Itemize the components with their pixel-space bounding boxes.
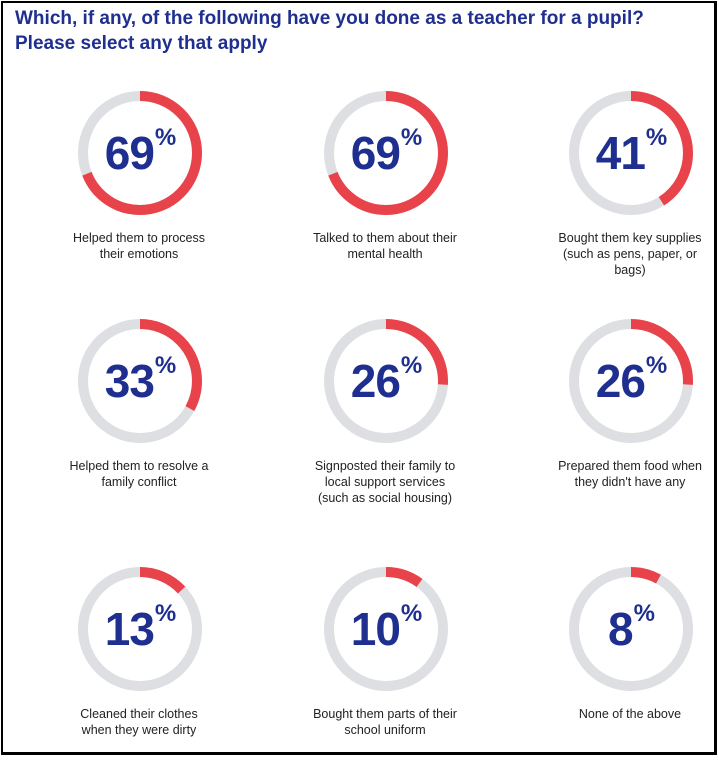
donut-chart bbox=[569, 91, 693, 215]
percent-number: 41 bbox=[595, 127, 646, 179]
donut-value-arc bbox=[569, 319, 693, 443]
percent-number: 8 bbox=[608, 603, 634, 655]
donut-label-text: Signposted their family to local support… bbox=[314, 459, 456, 505]
percent-number: 69 bbox=[104, 127, 155, 179]
donut-label-text: Helped them to process their emotions bbox=[72, 231, 205, 261]
donut-label-text: Helped them to resolve a family conflict bbox=[69, 459, 209, 489]
percent-number: 10 bbox=[350, 603, 401, 655]
percent-number: 13 bbox=[104, 603, 155, 655]
donut-label-text: None of the above bbox=[578, 707, 682, 721]
donut-value-arc bbox=[324, 91, 448, 215]
donut-chart bbox=[569, 567, 693, 691]
donut-label: None of the above bbox=[510, 706, 719, 722]
donut-label-text: Talked to them about their mental health bbox=[313, 231, 457, 261]
donut-label: Signposted their family to local support… bbox=[265, 458, 505, 506]
percent-number: 26 bbox=[595, 355, 646, 407]
donut-chart bbox=[324, 567, 448, 691]
donut-label-text: Prepared them food when they didn't have… bbox=[558, 459, 702, 489]
donut-label: Talked to them about their mental health bbox=[265, 230, 505, 262]
donut-card: 41% Bought them key supplies (such as pen… bbox=[510, 90, 719, 290]
percent-value: 8% bbox=[568, 566, 694, 692]
percent-sign: % bbox=[633, 600, 655, 627]
donut-label: Helped them to resolve a family conflict bbox=[19, 458, 259, 490]
donut-chart bbox=[324, 319, 448, 443]
donut-chart bbox=[78, 567, 202, 691]
percent-sign: % bbox=[400, 352, 422, 379]
donut-value-arc bbox=[324, 567, 448, 691]
title-line-2: Please select any that apply bbox=[15, 33, 268, 54]
percent-value: 69% bbox=[77, 90, 203, 216]
percent-sign: % bbox=[154, 600, 176, 627]
percent-sign: % bbox=[154, 352, 176, 379]
donut-value-arc bbox=[78, 91, 202, 215]
donut-card: 10% Bought them parts of their school uni… bbox=[265, 566, 505, 766]
donut-label: Helped them to process their emotions bbox=[19, 230, 259, 262]
title-line-1: Which, if any, of the following have you… bbox=[15, 8, 644, 29]
donut-value-arc bbox=[324, 319, 448, 443]
donut-card: 8% None of the above bbox=[510, 566, 719, 766]
donut-card: 33% Helped them to resolve a family confl… bbox=[19, 318, 259, 518]
donut-card: 69% Talked to them about their mental hea… bbox=[265, 90, 505, 290]
donut-card: 13% Cleaned their clothes when they were … bbox=[19, 566, 259, 766]
percent-value: 13% bbox=[77, 566, 203, 692]
percent-value: 26% bbox=[323, 318, 449, 444]
percent-sign: % bbox=[400, 124, 422, 151]
percent-sign: % bbox=[154, 124, 176, 151]
donut-card: 26% Signposted their family to local supp… bbox=[265, 318, 505, 518]
donut-label: Prepared them food when they didn't have… bbox=[510, 458, 719, 490]
percent-value: 26% bbox=[568, 318, 694, 444]
donut-value-arc bbox=[569, 567, 693, 691]
donut-value-arc bbox=[78, 319, 202, 443]
donut-label-text: Bought them key supplies (such as pens, … bbox=[558, 231, 702, 277]
donut-label: Cleaned their clothes when they were dir… bbox=[19, 706, 259, 738]
percent-number: 69 bbox=[350, 127, 401, 179]
donut-value-arc bbox=[78, 567, 202, 691]
percent-value: 10% bbox=[323, 566, 449, 692]
donut-card: 26% Prepared them food when they didn't h… bbox=[510, 318, 719, 518]
percent-value: 41% bbox=[568, 90, 694, 216]
donut-chart bbox=[324, 91, 448, 215]
chart-title: Which, if any, of the following have you… bbox=[15, 6, 715, 56]
percent-value: 33% bbox=[77, 318, 203, 444]
donut-value-arc bbox=[569, 91, 693, 215]
donut-label-text: Cleaned their clothes when they were dir… bbox=[80, 707, 198, 737]
donut-chart bbox=[78, 319, 202, 443]
percent-sign: % bbox=[645, 124, 667, 151]
donut-label: Bought them parts of their school unifor… bbox=[265, 706, 505, 738]
donut-chart bbox=[569, 319, 693, 443]
donut-label: Bought them key supplies (such as pens, … bbox=[510, 230, 719, 278]
donut-chart bbox=[78, 91, 202, 215]
percent-value: 69% bbox=[323, 90, 449, 216]
donut-card: 69% Helped them to process their emotions bbox=[19, 90, 259, 290]
donut-label-text: Bought them parts of their school unifor… bbox=[313, 707, 457, 737]
percent-number: 26 bbox=[350, 355, 401, 407]
percent-number: 33 bbox=[104, 355, 155, 407]
percent-sign: % bbox=[400, 600, 422, 627]
percent-sign: % bbox=[645, 352, 667, 379]
